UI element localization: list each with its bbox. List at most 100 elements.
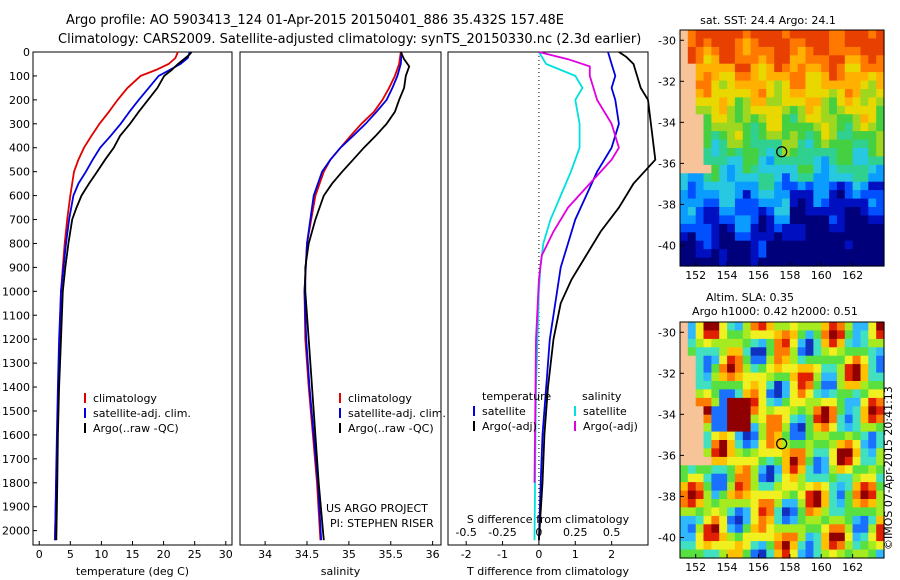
sla-map-subtitle: Argo h1000: 0.42 h2000: 0.51 [692, 305, 858, 318]
sst_map-cell [774, 257, 783, 267]
sst_map-cell [734, 215, 744, 225]
sla_map-cell [821, 541, 830, 551]
salinity-legend-label: satellite-adj. clim. [348, 407, 446, 420]
sst_map-cell [766, 249, 775, 259]
sla_map-cell [860, 473, 869, 483]
sla_map-cell [680, 541, 689, 551]
sst_map-cell [805, 46, 814, 56]
sst_map-cell [782, 223, 791, 233]
sst_map-cell [680, 55, 689, 65]
sst_map-cell [680, 156, 689, 166]
sst_map-ytick-label: -40 [658, 239, 676, 252]
sla_map-cell [703, 541, 712, 551]
sla_map-cell [876, 322, 885, 331]
sla_map-cell [742, 423, 752, 433]
sst_map-cell [821, 122, 830, 132]
sla_map-cell [844, 532, 854, 542]
sla_map-cell [750, 507, 759, 517]
sst_map-cell [703, 30, 712, 39]
sst_map-cell [876, 89, 885, 98]
sst_map-cell [734, 156, 744, 166]
sla_map-cell [821, 549, 830, 559]
sla_map-cell [813, 507, 822, 517]
sst_map-cell [782, 55, 791, 65]
sst_map-cell [742, 164, 752, 174]
sst_map-cell [868, 156, 877, 166]
sla_map-cell [782, 549, 791, 559]
sla_map-cell [758, 440, 767, 449]
sst_map-cell [750, 164, 759, 174]
difference-axes-frame [447, 51, 649, 546]
sla_map-cell [774, 541, 783, 551]
sst_map-cell [860, 173, 869, 183]
sla_map-cell [805, 465, 814, 475]
sla_map-cell [695, 381, 705, 390]
sst_map-cell [797, 105, 807, 115]
sla_map-cell [727, 490, 736, 500]
sst_map-cell [860, 148, 869, 157]
sla_map-cell [805, 515, 814, 525]
sst_map-cell [758, 97, 767, 107]
sst_map-cell [758, 46, 767, 56]
sst_map-cell [836, 139, 846, 149]
sst_map-cell [711, 38, 720, 48]
sla_map-cell [766, 524, 775, 534]
temperature-ytick-label: 1600 [2, 429, 30, 442]
sst_map-cell [782, 72, 791, 82]
sla_map-cell [868, 347, 877, 357]
sla_map-cell [719, 423, 728, 433]
temperature-xtick-label: 25 [188, 548, 202, 561]
sst_map-cell [836, 105, 846, 115]
sla_map-cell [680, 372, 689, 382]
sst_map-cell [789, 257, 799, 267]
sla_map-cell [860, 406, 869, 416]
sla_map-cell [727, 381, 736, 390]
sla_map-cell [876, 490, 885, 500]
sla_map-cell [829, 465, 838, 475]
sst_map-cell [797, 257, 807, 267]
sla_map-cell [703, 515, 712, 525]
sla_map-cell [719, 431, 728, 441]
sst_map-cell [844, 46, 854, 56]
sla_map-cell [782, 364, 791, 374]
sst_map-cell [782, 30, 791, 39]
sst_map-cell [868, 139, 877, 149]
sst_map-cell [750, 249, 759, 259]
sla_map-cell [821, 473, 830, 483]
sst_map-cell [836, 46, 846, 56]
sst_map-cell [687, 223, 697, 233]
sst_map-cell [876, 148, 885, 157]
sla_map-cell [844, 456, 854, 466]
sst_map-cell [742, 249, 752, 259]
salinity-xtick-label: 34 [258, 548, 272, 561]
sla_map-cell [750, 397, 759, 407]
sla_map-cell [711, 414, 720, 424]
sla_map-cell [711, 440, 720, 449]
sst_map-cell [758, 156, 767, 166]
sla_map-cell [680, 482, 689, 492]
difference-xtick-label: 2 [608, 548, 615, 561]
sst_map-cell [876, 215, 885, 225]
sst_map-cell [836, 164, 846, 174]
sst_map-argo-marker [776, 146, 788, 158]
sla_map-cell [805, 549, 814, 559]
sla_map-cell [860, 423, 869, 433]
sst_map-cell [789, 173, 799, 183]
sla_map-cell [836, 330, 846, 340]
sst_map-cell [782, 156, 791, 166]
sst_map-cell [719, 55, 728, 65]
sst_map-cell [805, 173, 814, 183]
temperature-ytick-label: 1000 [2, 285, 30, 298]
sst_map-cell [844, 122, 854, 132]
sst_map-cell [719, 257, 728, 267]
sla_map-cell [782, 532, 791, 542]
sla_map-cell [758, 347, 767, 357]
sla_map-cell [836, 532, 846, 542]
sst_map-ytick-label: -36 [658, 157, 676, 170]
sla_map-cell [782, 397, 791, 407]
sst_map-cell [860, 38, 869, 48]
sst_map-cell [789, 38, 799, 48]
sla_map-cell [758, 499, 767, 508]
sla_map-cell [766, 431, 775, 441]
sst_map-cell [813, 89, 822, 98]
